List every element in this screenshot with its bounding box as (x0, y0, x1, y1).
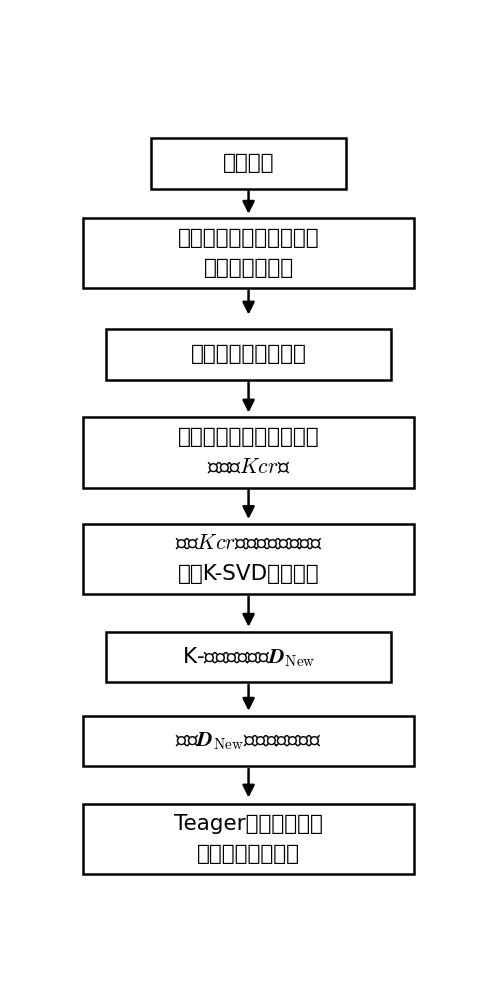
FancyBboxPatch shape (83, 716, 413, 766)
FancyBboxPatch shape (83, 524, 413, 594)
Text: 进行K-SVD字典学习: 进行K-SVD字典学习 (177, 564, 319, 584)
Text: 基于$\boldsymbol{D}_{\mathrm{New}}$对信号稀疏表示: 基于$\boldsymbol{D}_{\mathrm{New}}$对信号稀疏表示 (175, 730, 321, 752)
Text: 计算每个分量的相关峭度: 计算每个分量的相关峭度 (177, 427, 319, 447)
FancyBboxPatch shape (151, 138, 346, 189)
Text: Teager能量算子分析: Teager能量算子分析 (174, 814, 322, 834)
FancyBboxPatch shape (83, 804, 413, 874)
Text: 选取$\mathit{Kcr}$值最大的模式分量: 选取$\mathit{Kcr}$值最大的模式分量 (174, 534, 322, 554)
Text: 指标（$\mathit{Kcr}$）: 指标（$\mathit{Kcr}$） (207, 458, 289, 478)
Text: 得到各本征模式分量: 得到各本征模式分量 (190, 344, 306, 364)
FancyBboxPatch shape (106, 632, 391, 682)
Text: 基于粒子群优化的时变滤: 基于粒子群优化的时变滤 (177, 228, 319, 248)
FancyBboxPatch shape (106, 329, 391, 380)
Text: 原始信号: 原始信号 (222, 153, 274, 173)
Text: 提取故障特征频率: 提取故障特征频率 (197, 844, 300, 864)
FancyBboxPatch shape (83, 218, 413, 288)
Text: 波经验模态分解: 波经验模态分解 (203, 258, 293, 278)
FancyBboxPatch shape (83, 418, 413, 488)
Text: K-均值聚类得到$\boldsymbol{D}_{\mathrm{New}}$: K-均值聚类得到$\boldsymbol{D}_{\mathrm{New}}$ (182, 645, 315, 669)
